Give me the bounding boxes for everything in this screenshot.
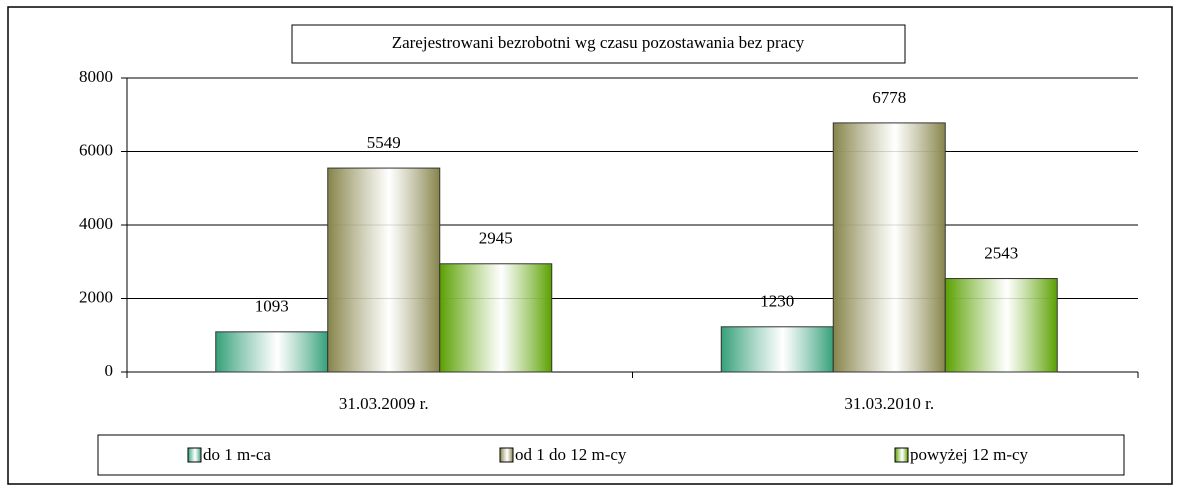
legend-label: od 1 do 12 m-cy [515, 445, 627, 464]
legend-swatch [894, 447, 909, 463]
legend-label: do 1 m-ca [203, 445, 271, 464]
chart-frame [7, 6, 1173, 485]
bar [327, 167, 441, 373]
bar [832, 122, 946, 373]
y-tick-label: 0 [105, 361, 114, 380]
y-tick-label: 8000 [79, 67, 113, 86]
y-tick-label: 4000 [79, 214, 113, 233]
title-box [291, 24, 906, 64]
legend-box [97, 434, 1125, 476]
legend-label: powyżej 12 m-cy [910, 445, 1029, 464]
data-label: 2543 [984, 243, 1018, 262]
y-tick-label: 6000 [79, 140, 113, 159]
bar [439, 263, 553, 373]
data-label: 2945 [479, 229, 513, 248]
bar [215, 331, 329, 373]
data-label: 6778 [872, 88, 906, 107]
data-label: 1093 [255, 297, 289, 316]
data-label: 5549 [367, 133, 401, 152]
y-tick-label: 2000 [79, 287, 113, 306]
legend-swatch [499, 447, 514, 463]
data-label: 1230 [760, 292, 794, 311]
chart-title: Zarejestrowani bezrobotni wg czasu pozos… [392, 33, 805, 52]
legend-swatch [187, 447, 202, 463]
bar [944, 278, 1058, 373]
x-tick-label: 31.03.2010 r. [844, 394, 934, 413]
x-tick-label: 31.03.2009 r. [339, 394, 429, 413]
bar [720, 326, 834, 373]
